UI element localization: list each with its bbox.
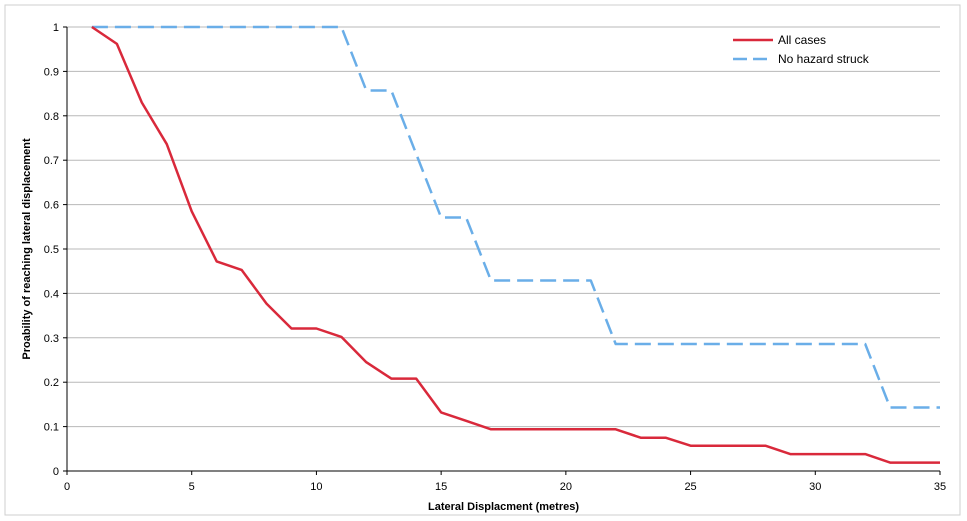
y-tick-label: 1: [53, 22, 59, 34]
x-tick-label: 30: [809, 481, 821, 493]
gridlines: [67, 26, 940, 428]
legend-label-no-hazard-struck: No hazard struck: [778, 52, 870, 66]
y-tick-label: 0.9: [44, 66, 59, 78]
series-line-all-cases: [91, 25, 940, 464]
y-axis-title: Proability of reaching lateral displacem…: [21, 138, 33, 360]
x-tick-label: 35: [934, 481, 946, 493]
series-line-no-hazard-struck: [91, 25, 940, 409]
y-tick-label: 0.2: [44, 377, 59, 389]
axes: [63, 26, 941, 475]
y-tick-label: 0.1: [44, 422, 59, 434]
y-tick-label: 0.6: [44, 200, 59, 212]
chart-outer-frame: [4, 4, 961, 516]
x-tick-label: 0: [64, 481, 70, 493]
x-tick-label: 20: [560, 481, 572, 493]
y-tick-label: 0.5: [44, 244, 59, 256]
x-tick-label: 10: [310, 481, 322, 493]
y-tick-label: 0.8: [44, 111, 59, 123]
y-tick-label: 0.3: [44, 333, 59, 345]
legend: All cases No hazard struck: [733, 33, 870, 66]
x-tick-label: 15: [435, 481, 447, 493]
legend-label-all-cases: All cases: [778, 33, 826, 47]
x-tick-label: 25: [684, 481, 696, 493]
y-tick-label: 0: [53, 466, 59, 478]
series-lines: [91, 25, 940, 464]
tick-labels: 00.10.20.30.40.50.60.70.80.910 5 10 15 20 25 3…: [44, 22, 946, 493]
x-axis-title: Lateral Displacment (metres): [428, 501, 579, 513]
y-tick-label: 0.4: [44, 288, 59, 300]
x-tick-label: 5: [189, 481, 195, 493]
y-tick-label: 0.7: [44, 155, 59, 167]
